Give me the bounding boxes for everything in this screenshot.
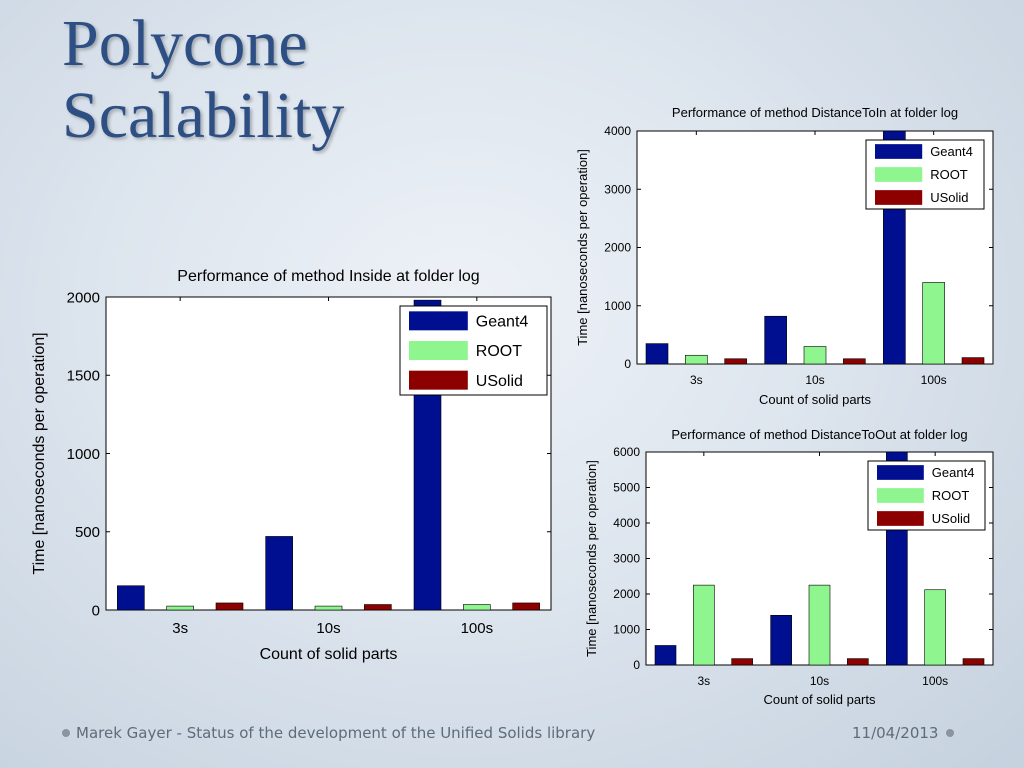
- y-tick-label: 6000: [613, 445, 640, 459]
- y-tick-label: 2000: [604, 241, 631, 255]
- slide-title-line-2: Scalability: [62, 79, 345, 152]
- chart-title: Performance of method DistanceToIn at fo…: [672, 105, 958, 120]
- y-tick-label: 4000: [613, 516, 640, 530]
- bar-usolid-3s: [724, 358, 747, 365]
- legend-swatch-usolid: [409, 370, 468, 390]
- x-tick-label: 10s: [810, 674, 829, 688]
- legend-swatch-geant4: [409, 311, 468, 331]
- bar-root-100s: [922, 282, 945, 365]
- bar-geant4-3s: [117, 585, 145, 611]
- y-tick-label: 0: [624, 357, 631, 371]
- bar-root-10s: [314, 605, 343, 611]
- y-tick-label: 5000: [613, 481, 640, 495]
- legend-label: Geant4: [476, 313, 529, 330]
- footer-date: 11/04/2013: [852, 722, 955, 744]
- legend-label: ROOT: [476, 343, 522, 360]
- y-tick-label: 3000: [604, 182, 631, 196]
- chart-title: Performance of method Inside at folder l…: [177, 268, 479, 285]
- bullet-dot-icon: [946, 729, 955, 737]
- footer-author-text: Marek Gayer - Status of the development …: [76, 724, 596, 742]
- bar-geant4-10s: [265, 536, 293, 611]
- bar-root-3s: [166, 605, 194, 611]
- bar-geant4-10s: [770, 614, 792, 666]
- bar-usolid-10s: [847, 658, 869, 666]
- bar-usolid-3s: [731, 658, 753, 666]
- legend-swatch-geant4: [877, 465, 924, 480]
- x-axis-label: Count of solid parts: [763, 692, 876, 707]
- bar-root-10s: [808, 584, 831, 666]
- x-tick-label: 3s: [697, 674, 710, 688]
- bar-usolid-100s: [961, 357, 985, 365]
- y-tick-label: 0: [633, 658, 640, 672]
- y-tick-label: 4000: [604, 124, 631, 138]
- x-tick-label: 100s: [921, 373, 947, 387]
- legend-swatch-root: [875, 167, 923, 182]
- bar-usolid-100s: [962, 658, 985, 666]
- legend-label: USolid: [476, 373, 523, 390]
- x-tick-label: 10s: [805, 373, 824, 387]
- bar-usolid-100s: [512, 602, 540, 611]
- slide-title-line-1: Polycone: [62, 7, 308, 80]
- x-axis-label: Count of solid parts: [260, 646, 398, 663]
- legend-label: ROOT: [932, 488, 970, 503]
- x-tick-label: 100s: [922, 674, 948, 688]
- bar-usolid-10s: [843, 358, 866, 365]
- bar-geant4-3s: [645, 343, 669, 365]
- y-tick-label: 3000: [613, 552, 640, 566]
- bar-root-3s: [693, 584, 715, 666]
- bar-root-10s: [803, 346, 827, 365]
- x-axis-label: Count of solid parts: [759, 392, 872, 407]
- bar-usolid-3s: [215, 602, 244, 611]
- x-tick-label: 3s: [172, 620, 188, 637]
- bar-geant4-3s: [654, 645, 677, 666]
- y-tick-label: 1000: [67, 446, 100, 463]
- legend-swatch-geant4: [875, 144, 923, 159]
- legend-label: Geant4: [932, 465, 975, 480]
- footer-author: Marek Gayer - Status of the development …: [62, 722, 595, 744]
- legend-swatch-root: [877, 488, 924, 503]
- bar-root-100s: [463, 604, 491, 611]
- y-tick-label: 1000: [604, 299, 631, 313]
- bar-geant4-10s: [764, 315, 787, 365]
- legend-label: ROOT: [930, 167, 968, 182]
- slide-title: Polycone Scalability: [62, 8, 344, 152]
- y-tick-label: 1000: [613, 623, 640, 637]
- y-tick-label: 1500: [67, 368, 100, 385]
- bullet-dot-icon: [62, 729, 70, 737]
- legend-label: Geant4: [930, 144, 973, 159]
- legend-swatch-usolid: [877, 511, 924, 526]
- legend-swatch-usolid: [875, 190, 923, 205]
- footer-date-text: 11/04/2013: [852, 724, 939, 742]
- legend-label: USolid: [930, 190, 968, 205]
- y-axis-label: Time [nanoseconds per operation]: [31, 332, 48, 574]
- y-tick-label: 0: [92, 602, 100, 619]
- y-tick-label: 2000: [613, 587, 640, 601]
- y-axis-label: Time [nanoseconds per operation]: [584, 460, 599, 657]
- bar-root-3s: [685, 354, 708, 365]
- bar-root-100s: [924, 589, 946, 666]
- x-tick-label: 100s: [461, 620, 494, 637]
- x-tick-label: 3s: [690, 373, 703, 387]
- chart-title: Performance of method DistanceToOut at f…: [671, 427, 967, 442]
- x-tick-label: 10s: [316, 620, 340, 637]
- legend-swatch-root: [409, 341, 468, 360]
- legend-label: USolid: [932, 511, 970, 526]
- y-axis-label: Time [nanoseconds per operation]: [575, 149, 590, 346]
- y-tick-label: 2000: [67, 289, 100, 306]
- y-tick-label: 500: [75, 524, 100, 541]
- bar-usolid-10s: [364, 604, 392, 611]
